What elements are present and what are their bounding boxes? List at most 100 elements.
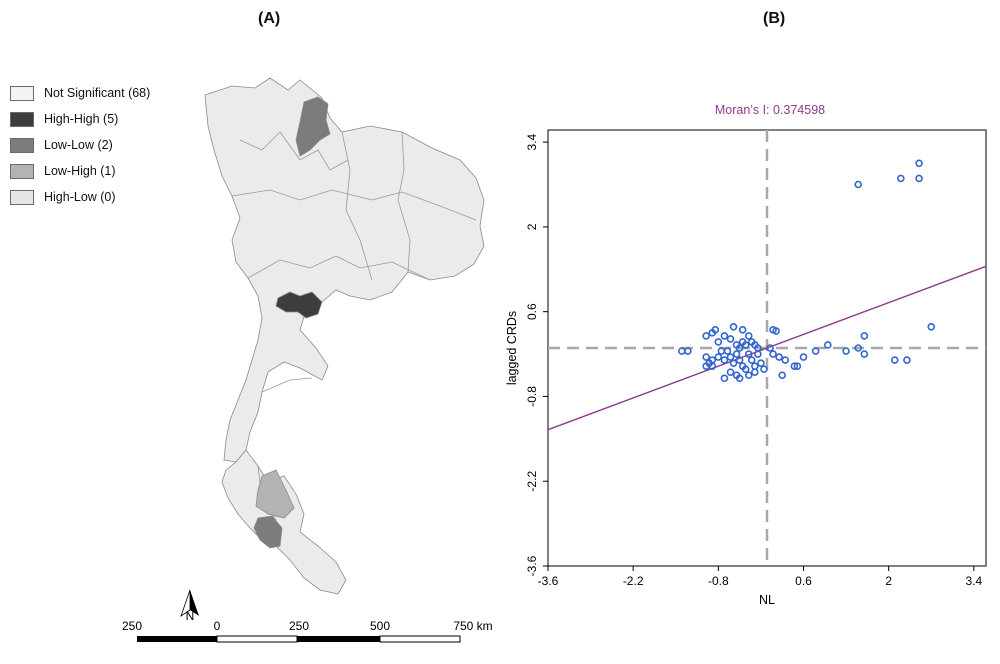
scatter-point <box>726 353 735 361</box>
north-label: N <box>186 609 195 623</box>
legend-item-low-high: Low-High (1) <box>10 158 150 184</box>
scatter-point <box>744 371 753 380</box>
x-tick-label: -2.2 <box>623 574 644 588</box>
scatter-point <box>811 347 820 355</box>
scatter-point <box>772 327 780 335</box>
scatter-point <box>751 368 759 377</box>
scatter-point <box>799 353 808 361</box>
panel-b-label: (B) <box>763 10 786 27</box>
map-region-low-high <box>255 469 295 519</box>
scatter-point <box>717 347 726 355</box>
scatter-point <box>711 326 720 334</box>
scale-label: 500 <box>370 619 390 633</box>
y-tick-label: -3.6 <box>525 555 539 576</box>
scatter-point <box>741 365 750 373</box>
scatter-point <box>729 359 738 367</box>
legend-swatch <box>10 85 34 101</box>
x-tick-label: 3.4 <box>965 574 982 588</box>
legend-label: High-Low (0) <box>44 190 116 204</box>
legend-swatch <box>10 189 34 205</box>
scatter-point <box>927 323 936 331</box>
scatter-point <box>793 362 802 370</box>
scale-label: 250 <box>289 619 309 633</box>
scatter-point <box>754 344 762 352</box>
scatter-point <box>714 338 723 346</box>
map-region-low-low-south <box>253 515 283 549</box>
scatter-point <box>735 374 744 383</box>
scatter-point <box>860 332 869 340</box>
scatter-point <box>903 356 911 364</box>
scatter-point <box>720 374 729 383</box>
scale-label: 250 <box>122 619 142 633</box>
y-tick-label: 2 <box>525 223 539 230</box>
scatter-point <box>744 332 753 340</box>
scatter-point <box>778 371 787 380</box>
scatter-point <box>854 344 863 352</box>
scale-label: 0 <box>214 619 221 633</box>
scale-label: 750 km <box>453 619 492 633</box>
scatter-point <box>729 323 738 331</box>
scatter-point <box>897 174 905 183</box>
legend-label: High-High (5) <box>44 112 119 126</box>
scatter-point <box>744 350 753 358</box>
scatter-point <box>915 174 923 183</box>
legend-swatch <box>10 111 34 127</box>
legend-item-not-significant: Not Significant (68) <box>10 80 150 106</box>
map-region-low-low-north <box>295 96 331 157</box>
morans-i-annotation: Moran’s I: 0.374598 <box>715 103 825 117</box>
map-region-high-high <box>275 291 323 319</box>
scatter-point <box>854 180 863 189</box>
scatter-point <box>735 344 744 352</box>
data-points <box>678 159 936 383</box>
moran-scatter-plot: -3.6 -2.2 -0.8 0.6 2 3.4 3.4 2 0.6 -0.8 -2.2 -3.6 M… <box>505 103 987 607</box>
legend-item-low-low: Low-Low (2) <box>10 132 150 158</box>
x-tick-label: 2 <box>885 574 892 588</box>
legend-label: Low-Low (2) <box>44 138 113 152</box>
scatter-point <box>751 362 759 370</box>
panel-a-label: (A) <box>258 10 281 27</box>
legend-swatch <box>10 137 34 153</box>
scatter-point <box>720 356 729 364</box>
legend-swatch <box>10 163 34 179</box>
map-legend: Not Significant (68) High-High (5) Low-L… <box>10 80 150 210</box>
scatter-point <box>738 326 747 334</box>
scatter-point <box>720 332 729 340</box>
scatter-point <box>775 353 783 361</box>
scatter-point <box>678 347 686 355</box>
x-axis-label: NL <box>759 593 775 607</box>
thailand-map <box>204 77 485 595</box>
north-arrow-icon: N <box>180 589 199 623</box>
scatter-point <box>702 353 710 361</box>
scatter-point <box>766 344 774 352</box>
legend-item-high-low: High-Low (0) <box>10 184 150 210</box>
scatter-point <box>738 338 747 346</box>
scatter-point <box>747 356 756 364</box>
scatter-point <box>726 335 735 343</box>
scatter-point <box>769 350 777 358</box>
scale-bar: 250 0 250 500 750 km <box>122 619 493 643</box>
scatter-point <box>790 362 799 370</box>
scatter-point <box>714 353 723 361</box>
scatter-point <box>732 350 741 358</box>
y-axis-label: lagged CRDs <box>505 311 519 385</box>
scatter-point <box>842 347 850 355</box>
y-tick-label: 0.6 <box>525 303 539 320</box>
y-tick-label: -0.8 <box>525 386 539 407</box>
scatter-point <box>757 359 765 367</box>
legend-label: Low-High (1) <box>44 164 116 178</box>
y-tick-label: 3.4 <box>525 133 539 150</box>
x-tick-label: -0.8 <box>708 574 729 588</box>
x-tick-label: -3.6 <box>538 574 559 588</box>
axis-ticks: -3.6 -2.2 -0.8 0.6 2 3.4 3.4 2 0.6 -0.8 -2.2 -3.6 <box>525 133 982 588</box>
scatter-point <box>915 159 923 168</box>
scatter-point <box>760 365 768 373</box>
legend-item-high-high: High-High (5) <box>10 106 150 132</box>
x-tick-label: 0.6 <box>795 574 812 588</box>
scatter-point <box>726 368 735 377</box>
map-region-south <box>221 449 347 595</box>
map-region-main <box>204 77 485 463</box>
y-tick-label: -2.2 <box>525 471 539 492</box>
scatter-point <box>890 356 899 364</box>
legend-label: Not Significant (68) <box>44 86 151 100</box>
